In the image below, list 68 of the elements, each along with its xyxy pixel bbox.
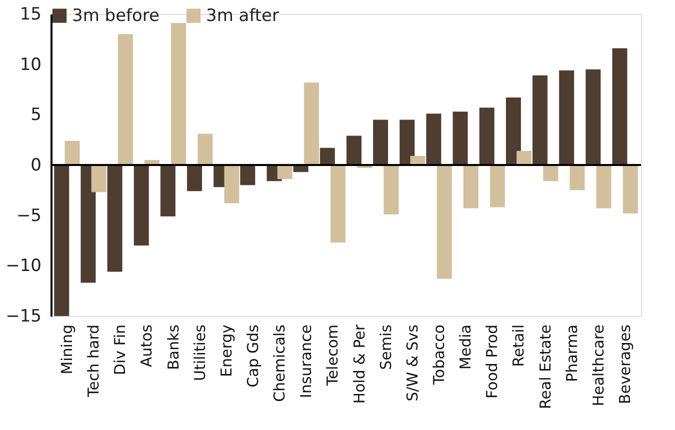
y-tick-label: 5 [30,105,42,126]
y-tick-label: 10 [20,54,42,75]
x-tick-label: Pharma [562,324,581,382]
x-tick-label: Mining [58,324,76,374]
bar [426,114,442,165]
bar [80,165,96,283]
bar [543,165,558,182]
bar [532,75,548,165]
bar [160,165,176,216]
bar [570,165,585,190]
x-tick-label: S/W & Svs [403,324,422,402]
x-tick-label: Food Prod [483,324,502,399]
x-tick-label: Healthcare [589,324,608,406]
bar [612,48,628,165]
bar [64,140,80,165]
bar [400,120,415,165]
x-tick-label: Chemicals [270,324,289,402]
bar [187,165,202,192]
x-tick-label: Hold & Per [350,324,368,404]
y-tick-label: −15 [6,306,42,326]
x-tick-label: Real Estate [536,324,554,410]
x-tick-label: Tech hard [84,324,103,398]
bar [91,165,106,192]
x-tick-label: Div Fin [111,324,130,376]
x-tick-label: Cap Gds [244,324,262,388]
x-tick-label: Energy [217,324,236,378]
bar [516,150,532,165]
x-tick-label: Utilities [190,324,209,381]
bar [463,165,478,208]
bar [479,108,494,165]
bar [320,148,335,165]
legend-label: 3m after [206,6,280,26]
bar [622,165,638,214]
bar [330,165,346,243]
x-tick-label: Media [456,324,475,370]
bar [134,165,149,246]
bar [490,165,505,208]
y-tick-label: 0 [30,156,42,176]
x-tick-label: Telecom [324,324,342,387]
bar [596,165,612,208]
y-tick-label: 15 [20,4,42,24]
legend-label: 3m before [72,6,160,26]
x-tick-label: Tobacco [430,324,448,386]
bar [436,165,452,279]
bar [586,69,601,165]
bar [224,165,240,204]
bar [277,165,292,180]
bar [373,120,388,165]
bar [118,34,133,165]
bar [384,165,399,214]
x-tick-label: Banks [164,324,182,370]
bar [452,112,468,165]
y-tick-label: −10 [6,256,42,276]
x-tick-label: Beverages [616,324,634,404]
x-tick-label: Semis [376,324,395,370]
bar [506,98,521,165]
bar [54,165,70,316]
bar [198,134,213,165]
bar [559,70,574,165]
x-tick-label: Autos [138,324,156,368]
x-tick-label: Retail [510,324,528,367]
x-tick-label: Insurance [297,324,316,398]
bar [346,136,362,165]
bar [240,165,256,186]
bar [171,23,186,165]
bar [304,82,319,165]
bar [107,165,122,272]
y-tick-label: −5 [16,206,42,226]
